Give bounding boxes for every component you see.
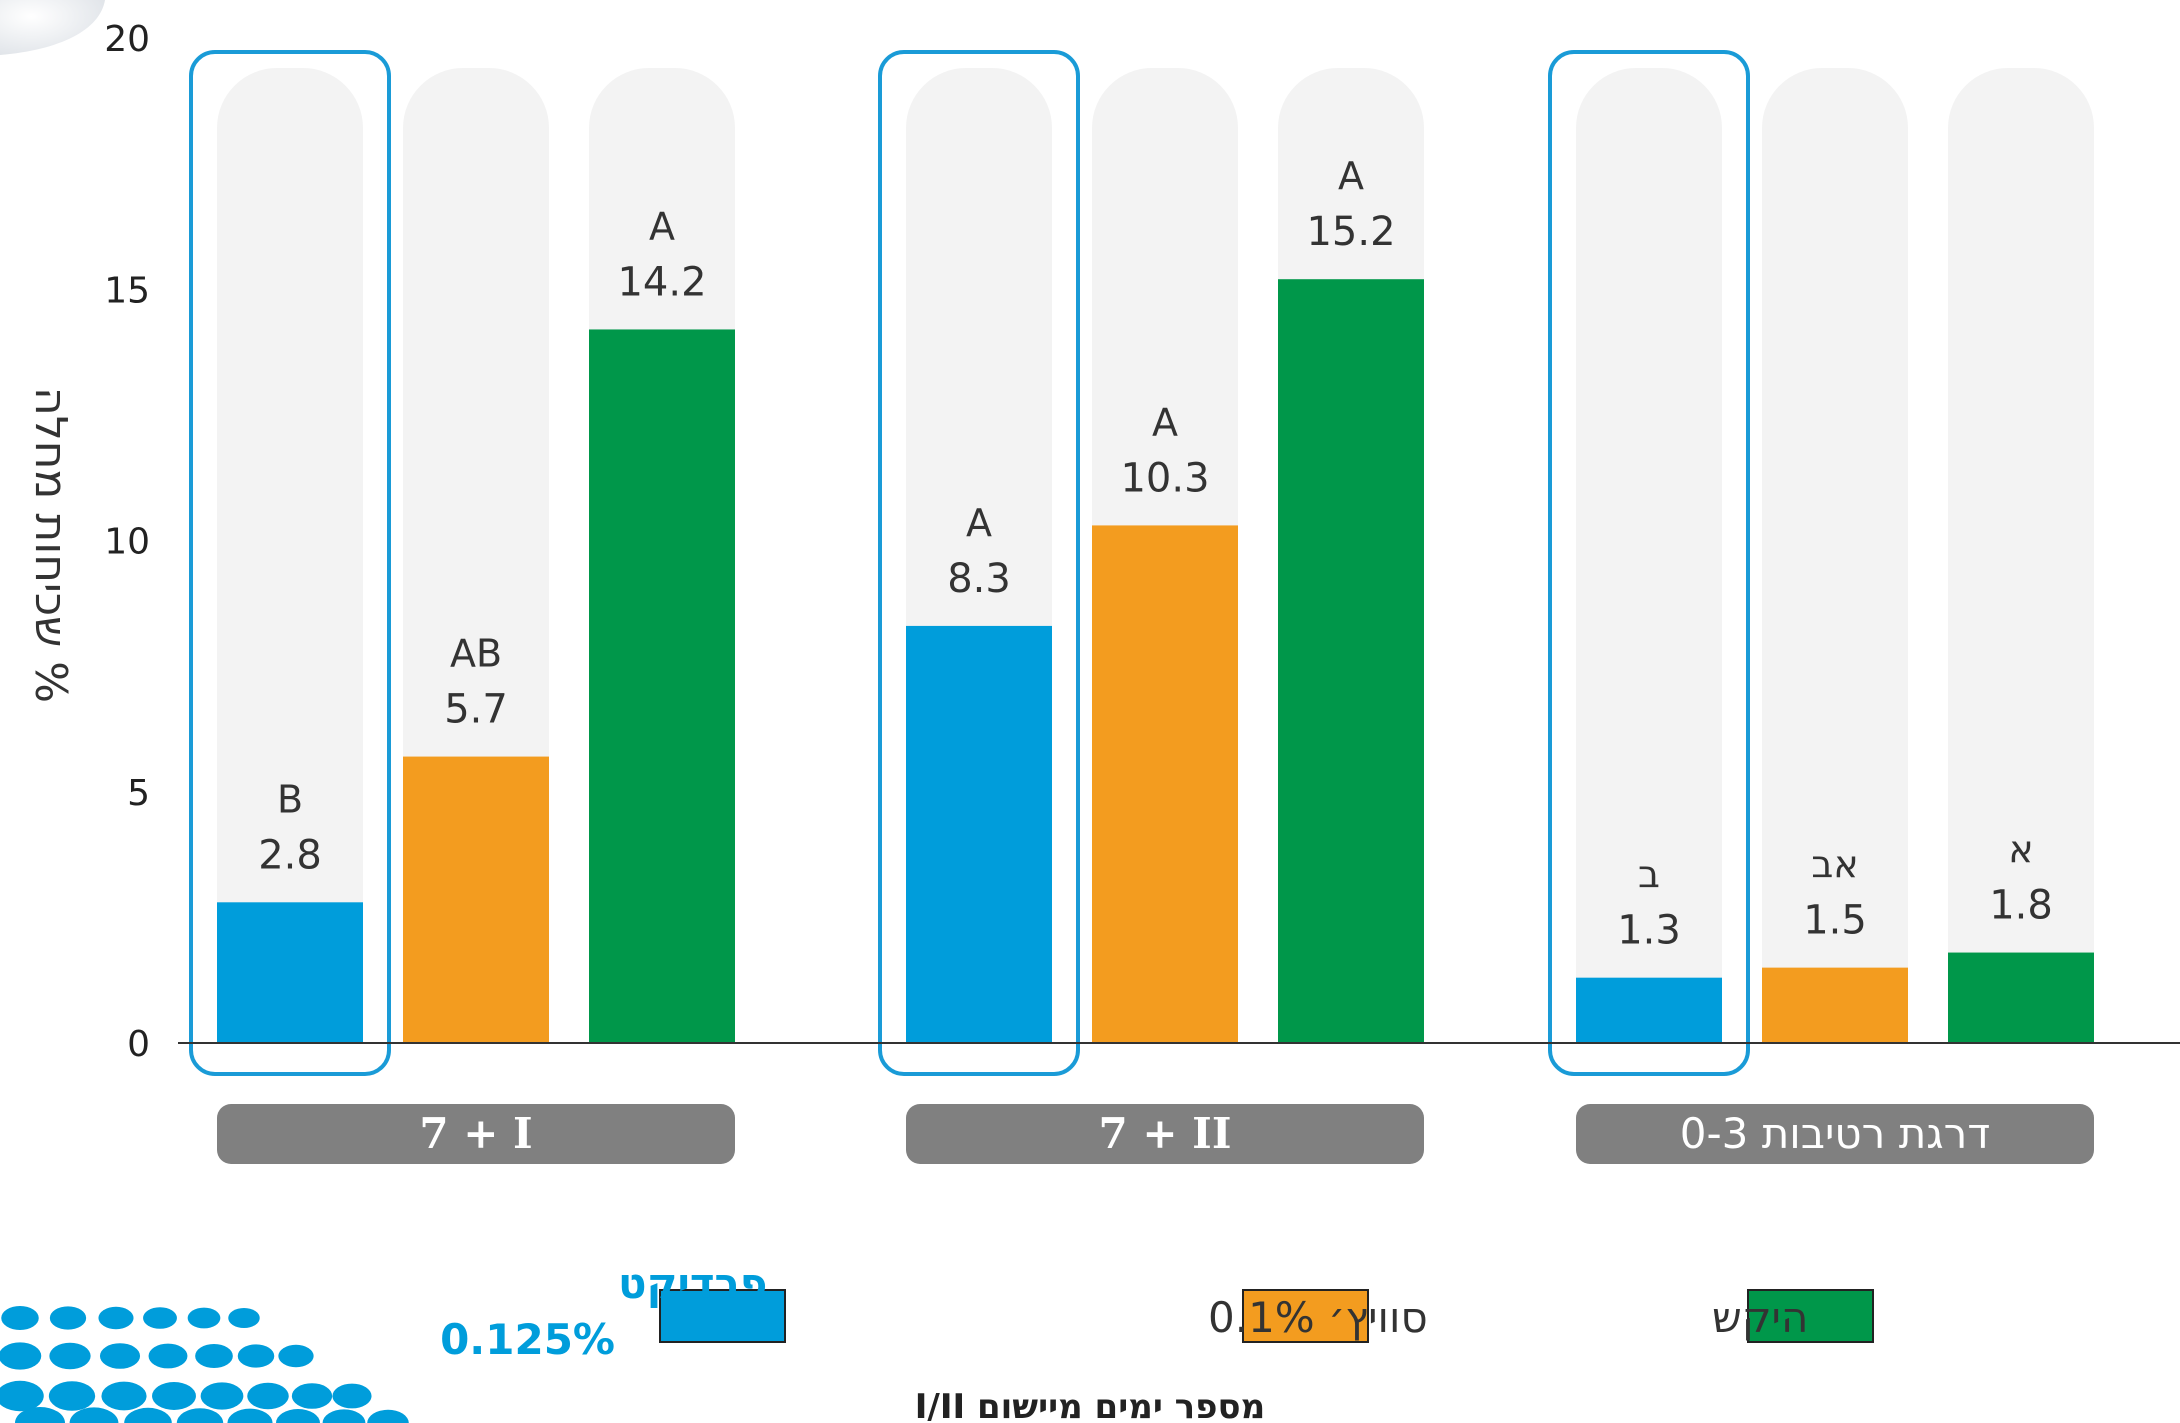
y-tick-label: 0 <box>127 1024 150 1065</box>
decorative-dot <box>187 1307 221 1329</box>
bar-significance-label: אב <box>1811 843 1858 887</box>
decorative-dot <box>367 1409 409 1423</box>
decorative-dot <box>291 1383 333 1409</box>
decorative-dot <box>69 1407 119 1423</box>
decorative-dot <box>200 1382 244 1410</box>
y-axis-label: % שכיחות מחלה <box>25 387 76 703</box>
bar-significance-label: A <box>966 501 992 545</box>
bar-significance-label: AB <box>450 632 502 676</box>
bar-significance-label: A <box>1338 154 1364 198</box>
decorative-dot <box>152 1382 196 1410</box>
bar <box>403 756 549 1043</box>
decorative-dot <box>1 1306 39 1330</box>
bar <box>1948 952 2094 1043</box>
bar <box>217 902 363 1043</box>
legend-swatch-predict <box>659 1289 786 1343</box>
highlight-outline <box>189 50 391 1076</box>
y-tick-label: 5 <box>127 773 150 814</box>
bar-significance-label: A <box>649 204 675 248</box>
bar-value-label: 10.3 <box>1120 455 1209 501</box>
bar-significance-label: A <box>1152 400 1178 444</box>
decorative-dot <box>143 1307 177 1329</box>
legend-label-predict: פרדיקט <box>618 1259 767 1308</box>
decorative-dot <box>99 1343 141 1369</box>
bar-significance-label: א <box>2008 828 2033 872</box>
group-label: דרגת רטיבות 0-3 <box>1680 1109 1991 1158</box>
bar-value-label: 5.7 <box>444 687 508 733</box>
legend-swatch-control <box>1747 1289 1874 1343</box>
bar <box>1092 525 1238 1043</box>
highlight-outline <box>878 50 1080 1076</box>
decorative-dot <box>148 1343 188 1369</box>
decorative-dot <box>332 1383 372 1409</box>
decorative-dot <box>49 1306 87 1330</box>
bar-track <box>1762 68 1908 1043</box>
group-label: 7 + II <box>1099 1109 1232 1158</box>
bar <box>1278 279 1424 1043</box>
decorative-dot <box>227 1408 273 1423</box>
bar-value-label: 1.8 <box>1989 883 2053 929</box>
legend-label-predict-line2: 0.125% <box>440 1315 615 1364</box>
decorative-dot <box>101 1381 147 1411</box>
y-tick-label: 20 <box>104 19 150 60</box>
decorative-dot <box>124 1407 172 1423</box>
bar-track <box>1948 68 2094 1043</box>
x-axis-label: מספר ימים מיישום I/II <box>915 1387 1265 1423</box>
decorative-dot <box>228 1308 260 1328</box>
decorative-dot <box>98 1306 134 1330</box>
bar-value-label: 1.5 <box>1803 898 1867 944</box>
group-label-pill <box>217 1104 735 1164</box>
decorative-dot <box>176 1408 224 1423</box>
decorative-dot <box>195 1344 233 1368</box>
bar-significance-label: B <box>277 777 303 821</box>
decorative-dot <box>0 1342 42 1370</box>
bar-value-label: 1.3 <box>1617 908 1681 954</box>
legend-label-control: היקש <box>1712 1293 1808 1342</box>
bar-value-label: 2.8 <box>258 832 322 878</box>
bar-track <box>1576 68 1722 1043</box>
legend-label-switch: סוויץ׳ 0.1% <box>1208 1293 1428 1342</box>
bar <box>906 625 1052 1043</box>
decorative-dot <box>322 1409 366 1423</box>
decorative-dot <box>0 1380 44 1412</box>
decorative-dot <box>49 1342 91 1370</box>
group-label-pill <box>1576 1104 2094 1164</box>
decorative-dot <box>15 1407 65 1423</box>
bar-track <box>217 68 363 1043</box>
bar <box>589 329 735 1043</box>
y-tick-label: 15 <box>104 270 150 311</box>
highlight-outline <box>1548 50 1750 1076</box>
group-label: 7 + I <box>419 1109 532 1158</box>
group-label-pill <box>906 1104 1424 1164</box>
decorative-dot <box>237 1344 275 1368</box>
corner-decoration <box>0 0 105 55</box>
bar-value-label: 15.2 <box>1306 209 1395 255</box>
bar <box>1576 977 1722 1043</box>
decorative-dot <box>48 1381 96 1411</box>
bar-significance-label: ב <box>1638 853 1660 897</box>
bar-value-label: 8.3 <box>947 556 1011 602</box>
decorative-dot <box>278 1344 314 1368</box>
legend-swatch-switch <box>1242 1289 1369 1343</box>
decorative-dot <box>276 1409 320 1423</box>
bar-value-label: 14.2 <box>617 259 706 305</box>
y-tick-label: 10 <box>104 522 150 563</box>
decorative-dot <box>247 1382 289 1410</box>
bar <box>1762 967 1908 1043</box>
